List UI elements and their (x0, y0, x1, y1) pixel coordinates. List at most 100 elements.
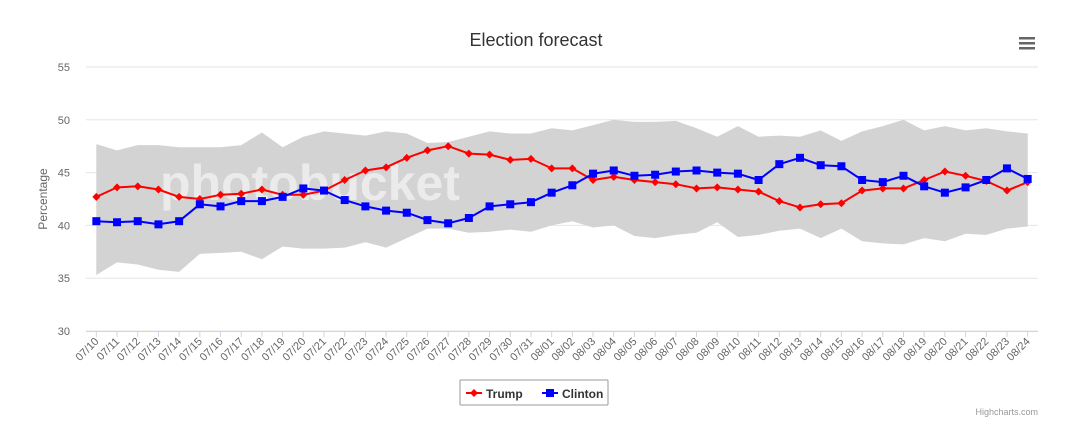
x-tick-label: 08/24 (1005, 336, 1033, 364)
y-tick-label: 30 (58, 326, 70, 338)
point-trump[interactable] (837, 199, 846, 208)
point-clinton[interactable] (113, 218, 122, 227)
point-clinton[interactable] (402, 208, 411, 217)
series-layer (92, 142, 1032, 229)
point-trump[interactable] (423, 146, 432, 155)
y-tick-label: 50 (58, 115, 70, 127)
point-clinton[interactable] (961, 183, 970, 192)
point-clinton[interactable] (920, 182, 929, 191)
point-trump[interactable] (237, 189, 246, 198)
point-trump[interactable] (154, 185, 163, 194)
point-trump[interactable] (92, 192, 101, 201)
point-clinton[interactable] (195, 200, 204, 209)
point-clinton[interactable] (775, 160, 784, 169)
point-trump[interactable] (671, 180, 680, 189)
point-trump[interactable] (940, 167, 949, 176)
hamburger-menu-icon[interactable] (1019, 37, 1035, 50)
point-clinton[interactable] (899, 171, 908, 180)
point-clinton[interactable] (361, 202, 370, 211)
point-trump[interactable] (299, 190, 308, 199)
point-clinton[interactable] (796, 153, 804, 162)
point-trump[interactable] (547, 164, 556, 173)
point-trump[interactable] (444, 142, 453, 151)
point-clinton[interactable] (837, 162, 846, 171)
point-trump[interactable] (1002, 186, 1011, 195)
legend-item-clinton[interactable]: Clinton (542, 387, 603, 401)
point-clinton[interactable] (175, 217, 184, 226)
point-trump[interactable] (961, 171, 970, 180)
point-trump[interactable] (175, 192, 184, 201)
point-clinton[interactable] (816, 161, 825, 170)
point-trump[interactable] (754, 187, 763, 196)
point-clinton[interactable] (340, 196, 349, 205)
point-clinton[interactable] (651, 170, 660, 179)
point-clinton[interactable] (547, 188, 556, 197)
point-trump[interactable] (113, 183, 122, 192)
point-clinton[interactable] (940, 188, 949, 197)
point-trump[interactable] (692, 184, 701, 193)
point-clinton[interactable] (733, 169, 742, 178)
point-clinton[interactable] (444, 219, 453, 228)
point-trump[interactable] (816, 200, 825, 209)
point-trump[interactable] (878, 184, 887, 193)
point-trump[interactable] (858, 186, 867, 195)
series-clinton (92, 153, 1032, 229)
credits-link[interactable]: Highcharts.com (975, 407, 1038, 417)
legend-item-trump[interactable]: Trump (466, 387, 523, 401)
point-clinton[interactable] (692, 166, 701, 175)
point-clinton[interactable] (609, 166, 618, 175)
point-clinton[interactable] (526, 198, 535, 207)
point-trump[interactable] (361, 166, 370, 175)
point-clinton[interactable] (754, 175, 763, 184)
point-clinton[interactable] (713, 168, 722, 177)
point-trump[interactable] (464, 149, 473, 158)
point-clinton[interactable] (630, 171, 639, 180)
point-clinton[interactable] (982, 175, 991, 184)
point-clinton[interactable] (878, 178, 887, 187)
point-clinton[interactable] (1023, 174, 1032, 183)
point-clinton[interactable] (382, 206, 391, 215)
point-clinton[interactable] (589, 169, 598, 178)
y-axis-label: Percentage (36, 168, 50, 230)
point-clinton[interactable] (1002, 164, 1011, 173)
point-trump[interactable] (713, 183, 722, 192)
point-clinton[interactable] (320, 186, 328, 195)
point-trump[interactable] (133, 182, 142, 191)
legend-trump-label[interactable]: Trump (486, 387, 523, 401)
point-trump[interactable] (920, 175, 929, 184)
chart-title: Election forecast (469, 30, 602, 50)
point-trump[interactable] (775, 197, 784, 206)
point-trump[interactable] (257, 185, 266, 194)
point-trump[interactable] (651, 178, 660, 187)
point-trump[interactable] (589, 175, 598, 184)
point-trump[interactable] (382, 163, 391, 172)
point-clinton[interactable] (568, 181, 577, 190)
point-trump[interactable] (402, 153, 411, 162)
point-clinton[interactable] (423, 216, 432, 225)
legend-clinton-label[interactable]: Clinton (562, 387, 603, 401)
point-clinton[interactable] (858, 175, 867, 184)
point-clinton[interactable] (299, 184, 308, 193)
point-clinton[interactable] (464, 214, 473, 223)
chart-menu-button[interactable] (1014, 32, 1038, 52)
point-trump[interactable] (216, 190, 225, 199)
point-clinton[interactable] (671, 167, 680, 176)
point-trump[interactable] (526, 154, 535, 163)
point-clinton[interactable] (506, 200, 515, 209)
point-trump[interactable] (485, 150, 494, 159)
point-clinton[interactable] (133, 217, 142, 226)
point-clinton[interactable] (237, 197, 246, 206)
point-trump[interactable] (506, 155, 515, 164)
point-trump[interactable] (899, 184, 908, 193)
point-clinton[interactable] (92, 217, 101, 226)
point-trump[interactable] (796, 203, 804, 212)
point-trump[interactable] (609, 172, 618, 181)
point-trump[interactable] (340, 175, 349, 184)
point-clinton[interactable] (154, 220, 163, 229)
point-clinton[interactable] (216, 202, 225, 211)
point-clinton[interactable] (278, 192, 287, 201)
point-trump[interactable] (568, 164, 577, 173)
point-trump[interactable] (733, 185, 742, 194)
point-clinton[interactable] (257, 197, 266, 206)
point-clinton[interactable] (485, 202, 494, 211)
